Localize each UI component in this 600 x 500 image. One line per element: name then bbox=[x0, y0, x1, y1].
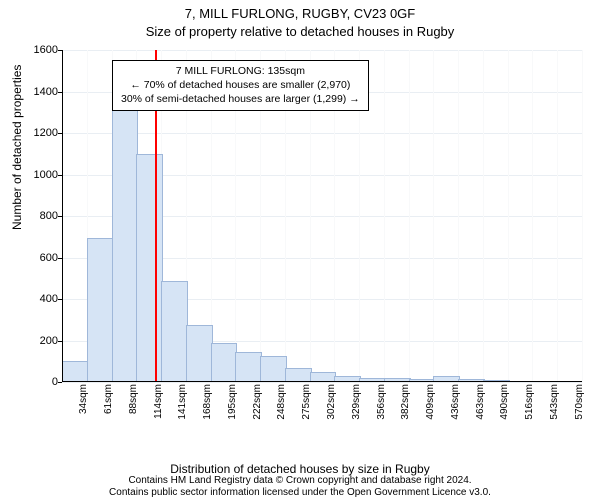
y-tick: 400 bbox=[22, 293, 58, 305]
annotation-box: 7 MILL FURLONG: 135sqm ← 70% of detached… bbox=[112, 60, 369, 111]
annotation-line-1: 7 MILL FURLONG: 135sqm bbox=[121, 64, 360, 78]
x-tick: 356sqm bbox=[376, 384, 387, 420]
bar bbox=[62, 361, 89, 382]
x-tick: 61sqm bbox=[103, 384, 114, 414]
bar bbox=[186, 325, 213, 382]
x-tick: 409sqm bbox=[425, 384, 436, 420]
x-tick: 195sqm bbox=[227, 384, 238, 420]
x-tick: 382sqm bbox=[400, 384, 411, 420]
y-tick: 600 bbox=[22, 252, 58, 264]
x-axis-label: Distribution of detached houses by size … bbox=[0, 462, 600, 476]
x-tick: 222sqm bbox=[252, 384, 263, 420]
bar bbox=[211, 343, 238, 382]
bar bbox=[235, 352, 262, 382]
y-tick: 1200 bbox=[22, 127, 58, 139]
annotation-line-3: 30% of semi-detached houses are larger (… bbox=[121, 92, 360, 106]
chart-title: 7, MILL FURLONG, RUGBY, CV23 0GF bbox=[0, 6, 600, 21]
x-tick: 570sqm bbox=[574, 384, 585, 420]
chart-subtitle: Size of property relative to detached ho… bbox=[0, 24, 600, 39]
x-tick: 275sqm bbox=[301, 384, 312, 420]
footer-line-1: Contains HM Land Registry data © Crown c… bbox=[0, 475, 600, 486]
bar bbox=[112, 86, 139, 382]
x-tick: 329sqm bbox=[351, 384, 362, 420]
x-tick: 34sqm bbox=[78, 384, 89, 414]
y-tick: 1000 bbox=[22, 169, 58, 181]
x-tick: 248sqm bbox=[276, 384, 287, 420]
x-tick: 141sqm bbox=[177, 384, 188, 420]
x-tick: 516sqm bbox=[524, 384, 535, 420]
x-tick: 490sqm bbox=[499, 384, 510, 420]
annotation-line-2: ← 70% of detached houses are smaller (2,… bbox=[121, 78, 360, 92]
y-tick: 1400 bbox=[22, 86, 58, 98]
x-tick: 463sqm bbox=[475, 384, 486, 420]
bar bbox=[260, 356, 287, 382]
bar bbox=[285, 368, 312, 382]
footer-line-2: Contains public sector information licen… bbox=[0, 487, 600, 498]
bar bbox=[87, 238, 114, 382]
x-tick: 436sqm bbox=[450, 384, 461, 420]
y-tick: 1600 bbox=[22, 44, 58, 56]
bar bbox=[161, 281, 188, 382]
y-tick: 800 bbox=[22, 210, 58, 222]
bar bbox=[136, 154, 163, 382]
y-tick: 200 bbox=[22, 335, 58, 347]
x-tick: 168sqm bbox=[202, 384, 213, 420]
x-tick: 88sqm bbox=[128, 384, 139, 414]
y-tick: 0 bbox=[22, 376, 58, 388]
x-tick: 114sqm bbox=[153, 384, 164, 419]
x-tick: 302sqm bbox=[326, 384, 337, 420]
x-tick: 543sqm bbox=[549, 384, 560, 420]
